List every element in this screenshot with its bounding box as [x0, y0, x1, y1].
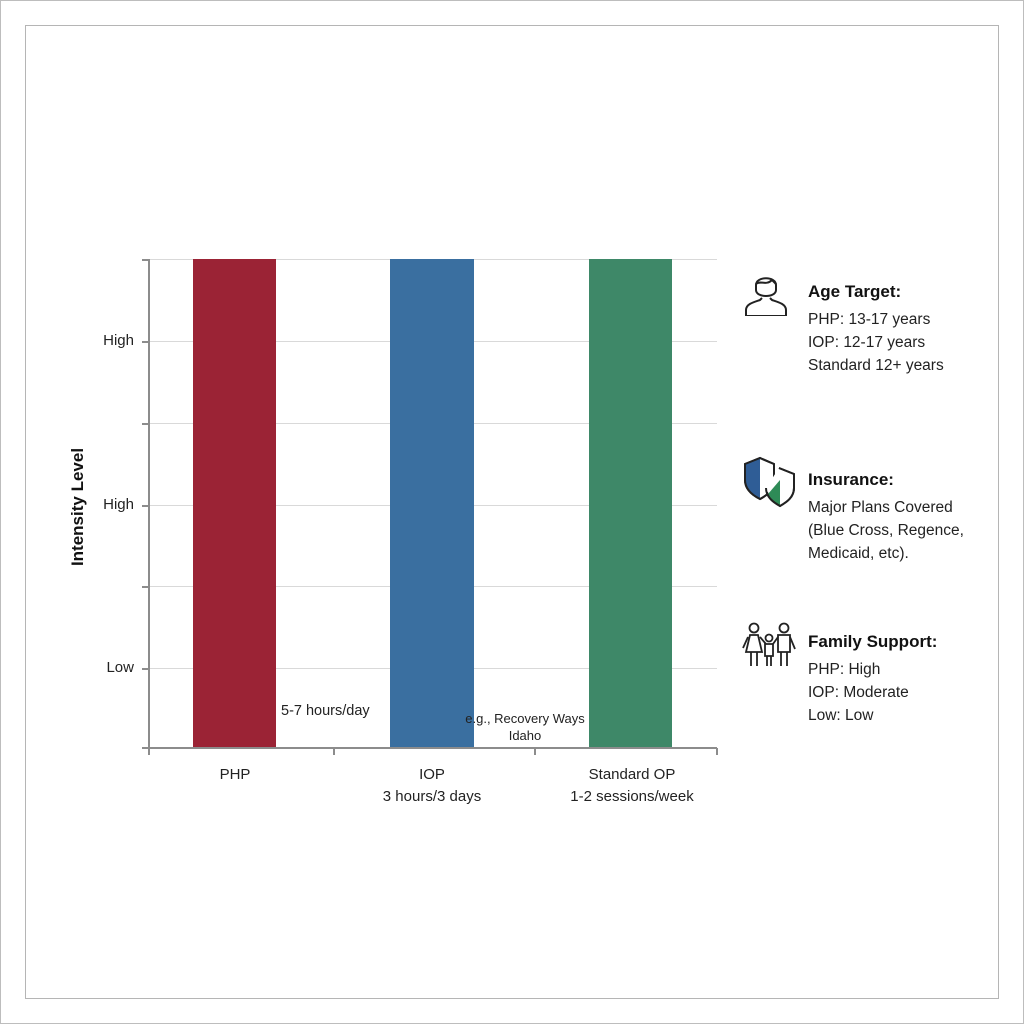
example-line-1: e.g., Recovery Ways	[465, 711, 585, 726]
y-tick	[142, 505, 149, 507]
bar-iop	[390, 259, 474, 747]
age-line: Standard 12+ years	[808, 357, 944, 374]
y-tick	[142, 586, 149, 588]
y-tick-label: High	[103, 332, 134, 349]
example-annotation: e.g., Recovery Ways Idaho	[450, 710, 600, 744]
category-label-php: PHP	[175, 764, 295, 786]
y-tick-label: High	[103, 496, 134, 513]
category-name: PHP	[219, 766, 251, 783]
family-support-title: Family Support:	[808, 632, 938, 651]
php-hours-annotation: 5-7 hours/day	[281, 703, 370, 719]
age-target-title: Age Target:	[808, 282, 902, 301]
inner-frame	[25, 25, 999, 999]
x-axis	[148, 747, 717, 749]
bar-php	[193, 259, 276, 747]
insurance-line: Major Plans Covered	[808, 499, 953, 516]
y-tick	[142, 747, 149, 749]
y-axis	[148, 259, 150, 748]
y-tick	[142, 423, 149, 425]
y-axis-title: Intensity Level	[68, 447, 87, 567]
family-line: IOP: Moderate	[808, 684, 909, 701]
family-icon	[742, 622, 796, 666]
shield-icon	[744, 456, 795, 508]
x-tick	[716, 748, 718, 755]
category-sub: 3 hours/3 days	[382, 788, 482, 805]
insurance-title: Insurance:	[808, 470, 894, 489]
y-tick-label: Low	[106, 659, 134, 676]
category-name: Standard OP	[588, 766, 676, 783]
x-tick	[534, 748, 536, 755]
category-label-iop: IOP 3 hours/3 days	[352, 764, 512, 808]
category-sub: 1-2 sessions/week	[570, 788, 694, 805]
bar-standard-op	[589, 259, 672, 747]
age-line: PHP: 13-17 years	[808, 311, 931, 328]
family-line: Low: Low	[808, 707, 874, 724]
family-line: PHP: High	[808, 661, 881, 678]
category-label-standard-op: Standard OP 1-2 sessions/week	[552, 764, 712, 808]
insurance-line: (Blue Cross, Regence,	[808, 522, 964, 539]
x-tick	[333, 748, 335, 755]
x-tick	[148, 748, 150, 755]
y-tick	[142, 341, 149, 343]
insurance-line: Medicaid, etc).	[808, 545, 909, 562]
y-tick	[142, 668, 149, 670]
person-icon	[745, 277, 787, 316]
age-line: IOP: 12-17 years	[808, 334, 926, 351]
y-tick	[142, 259, 149, 261]
example-line-2: Idaho	[508, 728, 542, 743]
category-name: IOP	[419, 766, 445, 783]
